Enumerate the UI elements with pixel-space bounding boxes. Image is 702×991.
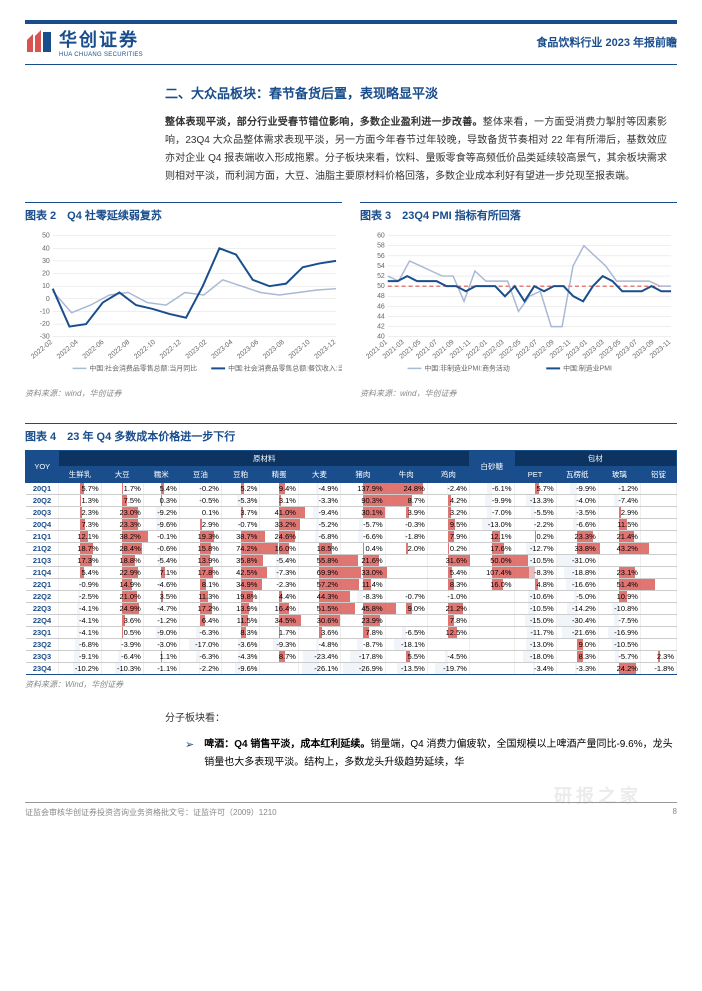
chart3-title: 图表 3 23Q4 PMI 指标有所回落: [360, 202, 677, 223]
bullet-icon: ➢: [185, 736, 194, 772]
svg-text:46: 46: [377, 303, 385, 310]
svg-text:42: 42: [377, 324, 385, 331]
svg-text:中国:社会消费品零售总额:当月同比: 中国:社会消费品零售总额:当月同比: [89, 363, 197, 372]
svg-text:20: 20: [42, 271, 50, 278]
page-header: 华创证券 HUA CHUANG SECURITIES 食品饮料行业 2023 年…: [25, 26, 677, 65]
chart2-title: 图表 2 Q4 社零延续弱复苏: [25, 202, 342, 223]
svg-text:中国:非制造业PMI:商务活动: 中国:非制造业PMI:商务活动: [424, 363, 509, 372]
svg-text:2022-12: 2022-12: [159, 339, 183, 361]
chart2-source: 资料来源：wind，华创证券: [25, 388, 342, 399]
svg-text:2023-12: 2023-12: [313, 339, 337, 361]
bullet-label: 啤酒：Q4 销售平淡，成本红利延续。: [204, 739, 370, 750]
svg-text:48: 48: [377, 293, 385, 300]
svg-text:30: 30: [42, 258, 50, 265]
logo-cn: 华创证券: [59, 26, 143, 52]
svg-text:58: 58: [377, 243, 385, 250]
svg-text:52: 52: [377, 273, 385, 280]
svg-text:-10: -10: [40, 308, 50, 315]
chart2-svg: -30-20-10010203040502022-022022-042022-0…: [25, 229, 342, 379]
top-border: [25, 20, 677, 24]
svg-text:2022-10: 2022-10: [133, 339, 157, 361]
table4-title: 图表 4 23 年 Q4 多数成本价格进一步下行: [25, 423, 677, 444]
page-number: 8: [673, 807, 677, 818]
svg-text:10: 10: [42, 283, 50, 290]
svg-text:40: 40: [42, 245, 50, 252]
svg-text:50: 50: [42, 233, 50, 240]
logo-en: HUA CHUANG SECURITIES: [59, 52, 143, 58]
cost-table: YOY原材料白砂糖包材生鲜乳大豆糯米豆油豆粕精蛋大麦猪肉牛肉鸡肉PET瓦楞纸玻璃…: [25, 450, 677, 675]
svg-text:2023-02: 2023-02: [185, 339, 209, 361]
footer: 证监会审核华创证券投资咨询业务资格批文号：证监许可（2009）1210 8: [25, 802, 677, 818]
body-lead: 整体表现平淡，部分行业受春节错位影响，多数企业盈利进一步改善。: [165, 117, 483, 128]
sub-heading: 分子板块看：: [165, 710, 677, 728]
svg-text:2023-04: 2023-04: [210, 339, 234, 361]
svg-text:50: 50: [377, 283, 385, 290]
svg-text:-20: -20: [40, 321, 50, 328]
svg-text:2023-08: 2023-08: [262, 339, 286, 361]
footer-left: 证监会审核华创证券投资咨询业务资格批文号：证监许可（2009）1210: [25, 807, 277, 818]
svg-text:0: 0: [46, 296, 50, 303]
table4-source: 资料来源：Wind，华创证券: [25, 679, 677, 690]
logo-icon: [25, 30, 53, 54]
chart3-source: 资料来源：wind，华创证券: [360, 388, 677, 399]
svg-text:中国:制造业PMI: 中国:制造业PMI: [563, 363, 612, 372]
svg-text:2022-02: 2022-02: [30, 339, 54, 361]
svg-text:2023-06: 2023-06: [236, 339, 260, 361]
svg-text:54: 54: [377, 263, 385, 270]
svg-text:2022-08: 2022-08: [107, 339, 131, 361]
svg-text:44: 44: [377, 313, 385, 320]
svg-text:2022-04: 2022-04: [56, 339, 80, 361]
svg-text:中国:社会消费品零售总额:餐饮收入:当月同比: 中国:社会消费品零售总额:餐饮收入:当月同比: [228, 363, 342, 372]
svg-text:2022-06: 2022-06: [82, 339, 106, 361]
section-title: 二、大众品板块：春节备货后置，表现略显平淡: [165, 83, 677, 102]
svg-text:60: 60: [377, 233, 385, 240]
section-body: 整体表现平淡，部分行业受春节错位影响，多数企业盈利进一步改善。整体来看，一方面受…: [165, 114, 667, 186]
report-title: 食品饮料行业 2023 年报前瞻: [536, 34, 677, 50]
bullet-beer: ➢ 啤酒：Q4 销售平淡，成本红利延续。销量端，Q4 消费力偏疲软，全国规模以上…: [185, 736, 677, 772]
logo-block: 华创证券 HUA CHUANG SECURITIES: [25, 26, 143, 58]
svg-text:56: 56: [377, 253, 385, 260]
svg-text:2023-10: 2023-10: [288, 339, 312, 361]
chart3-svg: 40424446485052545658602021-012021-032021…: [360, 229, 677, 379]
